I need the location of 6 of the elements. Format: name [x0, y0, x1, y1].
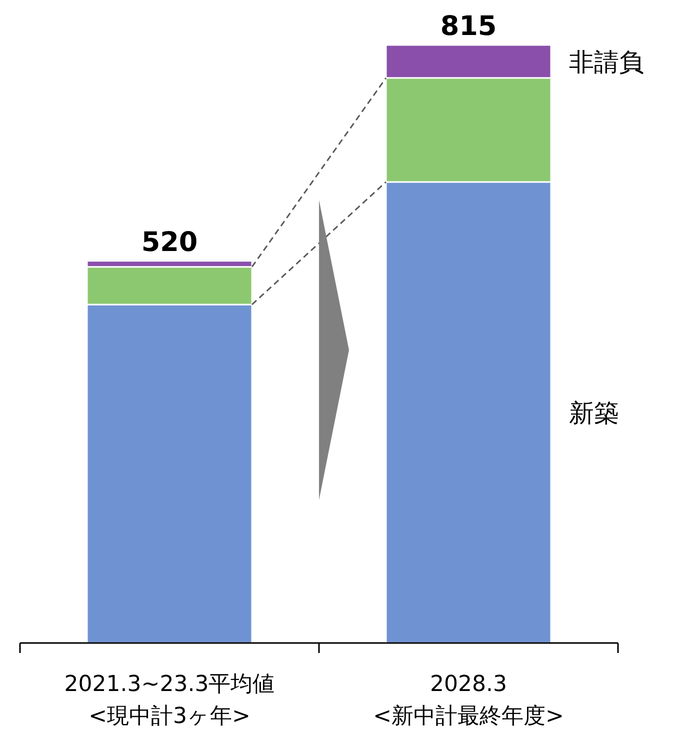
annotation: 815 [440, 11, 497, 42]
annotation: 520 [141, 226, 198, 258]
series-label: 新築 [569, 398, 619, 428]
x-tick-label: 2028.3 <新中計最終年度> [373, 672, 564, 729]
series-label: 非請負 [569, 47, 644, 76]
x-tick-label: 2021.3~23.3平均値 <現中計3ヶ年> [64, 672, 275, 729]
